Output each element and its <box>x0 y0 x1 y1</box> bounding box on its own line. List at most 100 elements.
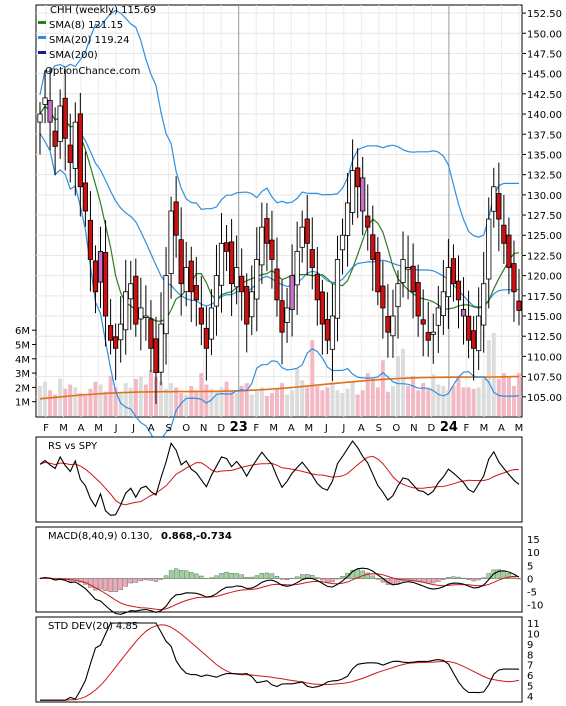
candle-body <box>208 307 215 340</box>
volume-bar <box>471 388 476 416</box>
bollinger-lower-line <box>39 133 520 446</box>
candle <box>82 151 88 227</box>
candle <box>52 107 58 176</box>
volume-bar <box>390 385 395 416</box>
volume-bar <box>244 383 249 416</box>
macd-line <box>39 567 520 615</box>
std-tick-label: 4 <box>527 692 533 703</box>
volume-bar <box>204 384 209 416</box>
candle <box>299 210 305 263</box>
macd-hist-bar <box>138 578 144 582</box>
macd-hist-bar <box>410 578 416 581</box>
price-tick-label: 130.00 <box>527 191 562 202</box>
candle <box>360 156 366 236</box>
candle-body <box>334 259 341 319</box>
candle <box>264 202 270 272</box>
candle-body <box>163 275 169 335</box>
sma200-legend-swatch <box>38 51 46 54</box>
volume-avg-line <box>39 375 520 400</box>
volume-bar <box>345 388 350 416</box>
macd-hist-bar <box>299 574 305 579</box>
candle <box>304 195 310 276</box>
price-tick-label: 132.50 <box>527 171 562 182</box>
candle-body <box>279 300 285 333</box>
candle-body <box>309 249 315 268</box>
volume-bar <box>133 378 138 416</box>
macd-hist-bar <box>118 578 123 590</box>
x-tick-label: M <box>515 423 524 434</box>
candle-body <box>314 273 320 301</box>
candle <box>239 248 245 321</box>
sma200-legend: SMA(200) <box>49 50 98 61</box>
candle-body <box>344 202 351 236</box>
macd-hist-bar <box>173 568 179 579</box>
x-tick-label: A <box>288 423 295 434</box>
candle <box>481 251 487 353</box>
volume-bar <box>63 388 68 416</box>
macd-hist-bar <box>229 573 234 579</box>
volume-bar <box>68 384 73 416</box>
candle-body <box>193 285 199 301</box>
rs-avg-line <box>39 455 520 506</box>
x-tick-label: S <box>165 423 171 434</box>
candle <box>385 284 391 358</box>
volume-bar <box>259 387 264 416</box>
candle <box>163 247 169 365</box>
volume-bar <box>325 387 330 416</box>
std-tick-label: 7 <box>527 661 533 672</box>
volume-bar <box>451 385 456 416</box>
volume-bar <box>375 387 380 416</box>
candle-body <box>455 280 462 301</box>
volume-bar <box>138 375 143 416</box>
std-tick-label: 5 <box>527 682 533 693</box>
macd-signal-line <box>39 573 520 611</box>
macd-hist-bar <box>506 573 512 579</box>
std-tick-label: 10 <box>527 629 540 640</box>
x-tick-label: A <box>498 423 505 434</box>
volume-bar <box>300 380 305 416</box>
candle <box>440 259 446 335</box>
candle <box>344 173 351 267</box>
candle <box>259 202 265 284</box>
candle <box>269 210 275 289</box>
macd-hist-bar <box>224 571 229 579</box>
macd-hist-bar <box>249 576 254 579</box>
candle <box>218 213 225 313</box>
macd-hist-bar <box>496 569 502 579</box>
volume-bar <box>143 384 148 416</box>
macd-hist-bar <box>184 570 189 579</box>
macd-hist-bar <box>123 578 128 587</box>
rs-panel <box>35 436 523 523</box>
macd-hist-bar <box>214 575 219 579</box>
candle-body <box>289 275 295 311</box>
macd-hist-bar <box>194 573 199 579</box>
candle <box>249 265 255 336</box>
std-tick-label: 9 <box>527 640 533 651</box>
candle <box>254 227 260 332</box>
x-tick-label: O <box>182 423 190 434</box>
volume-bar <box>517 373 521 416</box>
candle-body <box>107 325 114 341</box>
std-title: STD DEV(20) 4.85 <box>48 621 138 632</box>
price-tick-label: 105.00 <box>527 393 562 404</box>
candle <box>223 225 230 272</box>
volume-bar <box>501 373 506 416</box>
macd-hist-bar <box>98 578 103 590</box>
candle <box>72 102 78 196</box>
candle-body <box>405 267 411 270</box>
candle-body <box>390 315 396 337</box>
volume-bar <box>340 393 345 416</box>
volume-bar <box>416 390 421 416</box>
macd-hist-bar <box>133 578 138 583</box>
volume-bar <box>93 381 98 416</box>
candle-body <box>370 234 376 260</box>
macd-hist-bar <box>219 572 224 579</box>
volume-bar <box>264 395 269 416</box>
volume-bar <box>401 348 406 416</box>
candle-body <box>319 291 325 325</box>
macd-hist-bar <box>466 578 471 580</box>
candle <box>118 296 124 363</box>
volume-bar <box>194 390 199 416</box>
volume-bar <box>441 385 446 416</box>
candle-body <box>350 170 356 213</box>
